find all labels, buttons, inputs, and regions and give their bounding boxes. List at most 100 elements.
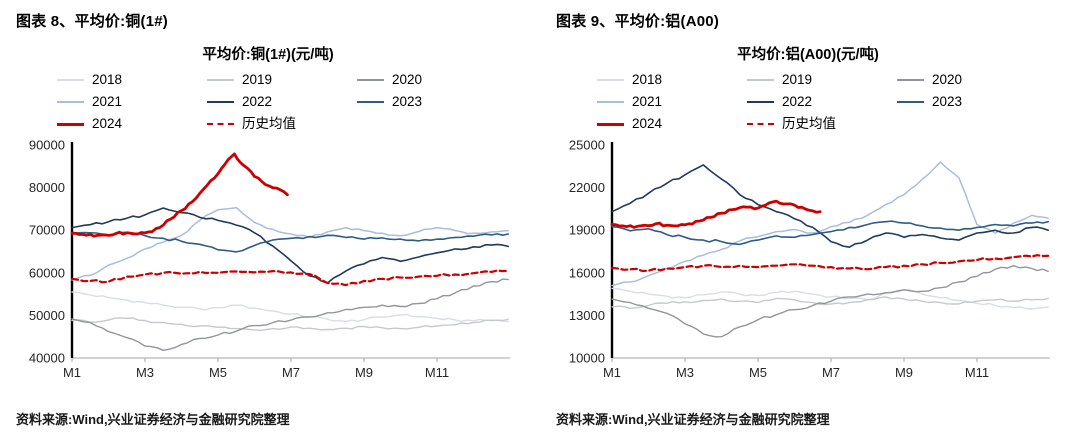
- legend-label: 2019: [242, 72, 273, 87]
- legend-swatch-2019: [747, 79, 774, 81]
- legend-label: 2018: [92, 72, 123, 87]
- series-line-2022: [611, 164, 1050, 248]
- legend-swatch-2019: [207, 79, 234, 81]
- y-tick-label: 40000: [29, 351, 65, 366]
- legend-item-2022: 2022: [193, 93, 343, 111]
- legend-label: 2022: [782, 94, 813, 109]
- series-line-2023: [611, 220, 1050, 246]
- legend-label: 2020: [392, 72, 423, 87]
- series-line-2021: [611, 161, 1049, 287]
- legend-swatch-2021: [597, 101, 624, 103]
- chart-legend-copper: 2018 2019 2020 2021 2022 2023 2024 历史均值: [43, 71, 493, 133]
- legend-swatch-2024: [597, 122, 624, 126]
- legend-label: 2021: [92, 94, 123, 109]
- legend-swatch-2020: [357, 79, 384, 81]
- legend-swatch-2018: [57, 79, 84, 81]
- legend-item-2019: 2019: [193, 71, 343, 89]
- x-tick-label: M9: [895, 365, 913, 380]
- x-tick-label: M9: [355, 365, 373, 380]
- x-tick-label: M5: [209, 365, 227, 380]
- plot-svg: 40000 50000 60000 70000 80000 90000 M1 M3 M5 M7 M9…: [29, 138, 510, 380]
- chart-title-copper: 平均价:铜(1#)(元/吨): [202, 47, 334, 63]
- chart-title-aluminum: 平均价:铝(A00)(元/吨): [737, 47, 879, 63]
- series-line-历史均值: [70, 269, 510, 287]
- legend-swatch-2022: [207, 101, 234, 103]
- plot-area-aluminum: 10000 13000 16000 19000 22000 25000 M1 M3 M5 M7 M9…: [556, 137, 1060, 385]
- y-tick-label: 70000: [29, 223, 65, 238]
- series-line-历史均值: [610, 254, 1050, 273]
- legend-label: 历史均值: [782, 116, 836, 131]
- legend-swatch-2018: [597, 79, 624, 81]
- legend-swatch-历史均值: [207, 123, 234, 125]
- series-line-2024: [610, 199, 822, 229]
- figure-copper-panel: 图表 8、平均价:铜(1#) 平均价:铜(1#)(元/吨) 2018 2019 20…: [16, 13, 520, 427]
- x-tick-label: M1: [63, 365, 81, 380]
- plot-area-copper: 40000 50000 60000 70000 80000 90000 M1 M3 M5 M7 M9…: [16, 137, 520, 385]
- y-tick-label: 50000: [29, 308, 65, 323]
- y-tick-label: 10000: [569, 351, 605, 366]
- y-tick-label: 13000: [569, 308, 605, 323]
- series-line-2023: [71, 231, 510, 253]
- y-tick-label: 22000: [569, 180, 605, 195]
- series-line-2020: [611, 264, 1049, 338]
- source-note-aluminum: 资料来源:Wind,兴业证券经济与金融研究院整理: [556, 412, 830, 427]
- legend-label: 历史均值: [242, 116, 296, 131]
- legend-item-2024: 2024: [43, 115, 193, 133]
- legend-item-历史均值: 历史均值: [733, 115, 883, 133]
- legend-label: 2021: [632, 94, 663, 109]
- legend-item-2018: 2018: [43, 71, 193, 89]
- x-tick-label: M3: [676, 365, 694, 380]
- series-line-2021: [71, 206, 509, 281]
- legend-swatch-2021: [57, 101, 84, 103]
- chart-legend-aluminum: 2018 2019 2020 2021 2022 2023 2024 历史均值: [583, 71, 1033, 133]
- legend-item-2021: 2021: [583, 93, 733, 111]
- y-tick-label: 25000: [569, 138, 605, 153]
- legend-label: 2022: [242, 94, 273, 109]
- x-tick-label: M11: [965, 365, 989, 380]
- y-tick-label: 90000: [29, 138, 65, 153]
- legend-item-2021: 2021: [43, 93, 193, 111]
- x-tick-label: M7: [282, 365, 300, 380]
- legend-swatch-2022: [747, 101, 774, 103]
- x-tick-label: M11: [425, 365, 449, 380]
- series-line-2018: [611, 287, 1049, 310]
- legend-swatch-2023: [357, 101, 384, 103]
- legend-item-2019: 2019: [733, 71, 883, 89]
- y-tick-label: 80000: [29, 180, 65, 195]
- legend-label: 2023: [932, 94, 963, 109]
- series-line-2018: [71, 291, 509, 323]
- series-line-2024: [70, 152, 289, 238]
- legend-label: 2024: [632, 116, 663, 131]
- y-tick-label: 60000: [29, 265, 65, 280]
- legend-swatch-2020: [897, 79, 924, 81]
- series-line-2019: [71, 317, 509, 332]
- figure-header-aluminum: 图表 9、平均价:铝(A00): [556, 13, 720, 30]
- legend-swatch-2024: [57, 122, 84, 126]
- y-tick-label: 16000: [569, 265, 605, 280]
- x-tick-label: M7: [822, 365, 840, 380]
- plot-svg: 10000 13000 16000 19000 22000 25000 M1 M3 M5 M7 M9…: [569, 138, 1050, 380]
- legend-item-2024: 2024: [583, 115, 733, 133]
- legend-item-2022: 2022: [733, 93, 883, 111]
- legend-label: 2023: [392, 94, 423, 109]
- legend-label: 2018: [632, 72, 663, 87]
- legend-label: 2024: [92, 116, 123, 131]
- legend-item-2018: 2018: [583, 71, 733, 89]
- series-line-2019: [611, 296, 1049, 310]
- x-tick-label: M1: [603, 365, 621, 380]
- y-tick-label: 19000: [569, 223, 605, 238]
- x-tick-label: M5: [749, 365, 767, 380]
- legend-swatch-2023: [897, 101, 924, 103]
- legend-label: 2019: [782, 72, 813, 87]
- x-tick-label: M3: [136, 365, 154, 380]
- legend-item-2023: 2023: [883, 93, 1033, 111]
- source-note-copper: 资料来源:Wind,兴业证券经济与金融研究院整理: [16, 412, 290, 427]
- legend-item-2023: 2023: [343, 93, 493, 111]
- series-line-2022: [71, 207, 510, 284]
- legend-swatch-历史均值: [747, 123, 774, 125]
- legend-label: 2020: [932, 72, 963, 87]
- legend-item-2020: 2020: [343, 71, 493, 89]
- legend-item-2020: 2020: [883, 71, 1033, 89]
- legend-item-历史均值: 历史均值: [193, 115, 343, 133]
